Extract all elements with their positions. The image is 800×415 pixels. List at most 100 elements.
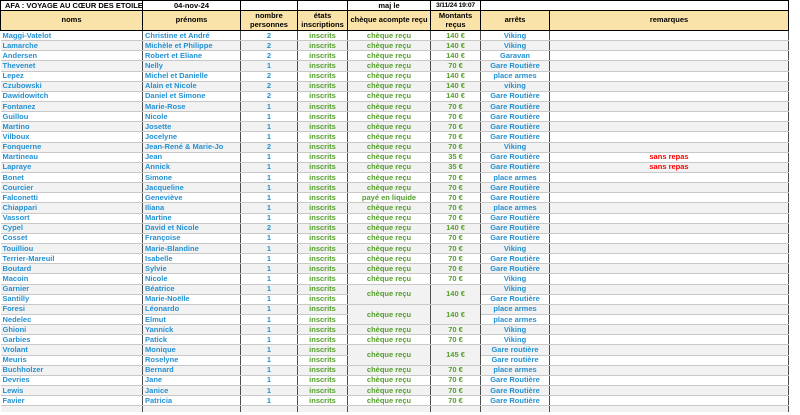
prenom-cell[interactable]: Bernard bbox=[142, 365, 241, 376]
montant-recu-cell[interactable]: 35 € bbox=[430, 162, 481, 173]
cheque-acompte-cell[interactable]: chèque reçu bbox=[347, 50, 431, 62]
etat-inscription-cell[interactable]: inscrits bbox=[297, 253, 348, 265]
arret-cell[interactable]: Garavan bbox=[480, 50, 550, 62]
empty-cell[interactable] bbox=[480, 0, 550, 11]
montant-recu-cell[interactable]: 140 € bbox=[430, 40, 481, 52]
arret-cell[interactable]: Viking bbox=[480, 40, 550, 52]
prenom-cell[interactable]: David et Nicole bbox=[142, 223, 241, 234]
remarque-cell[interactable] bbox=[549, 182, 789, 194]
remarque-cell[interactable] bbox=[549, 253, 789, 265]
nom-cell[interactable]: Thevenet bbox=[0, 60, 143, 72]
etat-inscription-cell[interactable]: inscrits bbox=[297, 60, 348, 72]
remarque-cell[interactable] bbox=[549, 395, 789, 407]
arret-cell[interactable]: Gare routière bbox=[480, 355, 550, 366]
montant-recu-cell[interactable]: 70 € bbox=[430, 253, 481, 265]
arret-cell[interactable]: Gare Routière bbox=[480, 111, 550, 123]
nom-cell[interactable]: Chiappari bbox=[0, 202, 143, 214]
etat-inscription-cell[interactable]: inscrits bbox=[297, 71, 348, 82]
etat-inscription-cell[interactable]: inscrits bbox=[297, 213, 348, 224]
arret-cell[interactable]: place armes bbox=[480, 71, 550, 82]
cheque-acompte-cell[interactable]: chèque reçu bbox=[347, 304, 431, 326]
remarque-cell[interactable] bbox=[549, 172, 789, 184]
remarque-cell[interactable] bbox=[549, 192, 789, 204]
etat-inscription-cell[interactable]: inscrits bbox=[297, 111, 348, 123]
nom-cell[interactable]: Buchholzer bbox=[0, 365, 143, 376]
nom-cell[interactable]: Vassort bbox=[0, 213, 143, 224]
etat-inscription-cell[interactable]: inscrits bbox=[297, 192, 348, 204]
etat-inscription-cell[interactable]: inscrits bbox=[297, 131, 348, 143]
nombre-personnes-cell[interactable]: 1 bbox=[240, 324, 298, 336]
etat-inscription-cell[interactable]: inscrits bbox=[297, 304, 348, 315]
etat-inscription-cell[interactable]: inscrits bbox=[297, 101, 348, 113]
etat-inscription-cell[interactable]: inscrits bbox=[297, 162, 348, 173]
nombre-personnes-cell[interactable]: 2 bbox=[240, 142, 298, 153]
prenom-cell[interactable]: Nicole bbox=[142, 273, 241, 285]
etat-inscription-cell[interactable]: inscrits bbox=[297, 40, 348, 52]
etat-inscription-cell[interactable]: inscrits bbox=[297, 172, 348, 184]
cheque-acompte-cell[interactable]: chèque reçu bbox=[347, 375, 431, 386]
remarque-cell[interactable] bbox=[549, 355, 789, 366]
remarque-cell[interactable] bbox=[549, 273, 789, 285]
etat-inscription-cell[interactable]: inscrits bbox=[297, 355, 348, 366]
cheque-acompte-cell[interactable]: chèque reçu bbox=[347, 152, 431, 163]
remarque-cell[interactable] bbox=[549, 131, 789, 143]
nom-cell[interactable]: Lepez bbox=[0, 71, 143, 82]
cheque-acompte-cell[interactable]: chèque reçu bbox=[347, 91, 431, 102]
etat-inscription-cell[interactable]: inscrits bbox=[297, 263, 348, 275]
nom-cell[interactable]: Santilly bbox=[0, 294, 143, 305]
prenom-cell[interactable]: Nicole bbox=[142, 111, 241, 123]
remarque-cell[interactable] bbox=[549, 142, 789, 153]
remarque-cell[interactable] bbox=[549, 30, 789, 42]
nombre-personnes-cell[interactable]: 1 bbox=[240, 355, 298, 366]
empty-cell[interactable] bbox=[297, 405, 348, 412]
arret-cell[interactable]: Gare Routière bbox=[480, 223, 550, 234]
sheet-title-cell[interactable]: AFA : VOYAGE AU CŒUR DES ETOILES bbox=[0, 0, 143, 11]
arret-cell[interactable]: Gare Routière bbox=[480, 162, 550, 173]
etat-inscription-cell[interactable]: inscrits bbox=[297, 91, 348, 102]
cheque-acompte-cell[interactable]: chèque reçu bbox=[347, 365, 431, 376]
montant-recu-cell[interactable]: 70 € bbox=[430, 334, 481, 346]
nom-cell[interactable]: Lewis bbox=[0, 385, 143, 397]
nom-cell[interactable]: Bonet bbox=[0, 172, 143, 184]
empty-cell[interactable] bbox=[549, 0, 789, 11]
col-header-cheque-acompte[interactable]: chèque acompte reçu bbox=[347, 10, 431, 31]
remarque-cell[interactable] bbox=[549, 365, 789, 376]
arret-cell[interactable]: Gare Routière bbox=[480, 294, 550, 305]
remarque-cell[interactable] bbox=[549, 40, 789, 52]
remarque-cell[interactable] bbox=[549, 334, 789, 346]
prenom-cell[interactable]: Martine bbox=[142, 213, 241, 224]
arret-cell[interactable]: Gare Routière bbox=[480, 192, 550, 204]
prenom-cell[interactable]: Annick bbox=[142, 162, 241, 173]
remarque-cell[interactable] bbox=[549, 375, 789, 386]
nombre-personnes-cell[interactable]: 2 bbox=[240, 81, 298, 92]
etat-inscription-cell[interactable]: inscrits bbox=[297, 344, 348, 356]
cheque-acompte-cell[interactable]: chèque reçu bbox=[347, 202, 431, 214]
nom-cell[interactable]: Touilliou bbox=[0, 243, 143, 255]
cheque-acompte-cell[interactable]: chèque reçu bbox=[347, 273, 431, 285]
cheque-acompte-cell[interactable]: chèque reçu bbox=[347, 30, 431, 42]
etat-inscription-cell[interactable]: inscrits bbox=[297, 395, 348, 407]
nombre-personnes-cell[interactable]: 1 bbox=[240, 273, 298, 285]
remarque-cell[interactable] bbox=[549, 223, 789, 234]
montant-recu-cell[interactable]: 70 € bbox=[430, 60, 481, 72]
nombre-personnes-cell[interactable]: 1 bbox=[240, 284, 298, 295]
nombre-personnes-cell[interactable]: 1 bbox=[240, 294, 298, 305]
arret-cell[interactable]: Viking bbox=[480, 243, 550, 255]
arret-cell[interactable]: Viking bbox=[480, 324, 550, 336]
prenom-cell[interactable]: Jean bbox=[142, 152, 241, 163]
etat-inscription-cell[interactable]: inscrits bbox=[297, 121, 348, 133]
trip-date-cell[interactable]: 04-nov-24 bbox=[142, 0, 241, 11]
prenom-cell[interactable]: Josette bbox=[142, 121, 241, 133]
nom-cell[interactable]: Garnier bbox=[0, 284, 143, 295]
nom-cell[interactable]: Martino bbox=[0, 121, 143, 133]
cheque-acompte-cell[interactable]: chèque reçu bbox=[347, 223, 431, 234]
montant-recu-cell[interactable]: 70 € bbox=[430, 142, 481, 153]
arret-cell[interactable]: Gare Routière bbox=[480, 60, 550, 72]
nom-cell[interactable]: Boutard bbox=[0, 263, 143, 275]
col-header-noms[interactable]: noms bbox=[0, 10, 143, 31]
nombre-personnes-cell[interactable]: 1 bbox=[240, 131, 298, 143]
prenom-cell[interactable]: Yannick bbox=[142, 324, 241, 336]
remarque-cell[interactable] bbox=[549, 202, 789, 214]
cheque-acompte-cell[interactable]: chèque reçu bbox=[347, 263, 431, 275]
cheque-acompte-cell[interactable]: chèque reçu bbox=[347, 324, 431, 336]
